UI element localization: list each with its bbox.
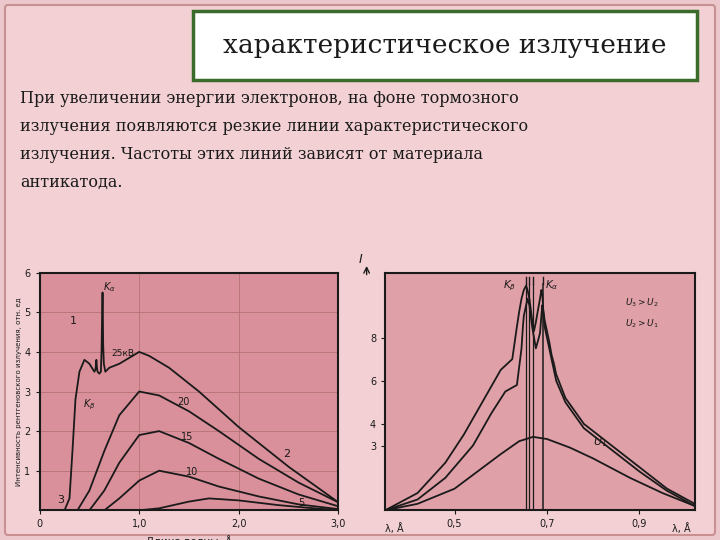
Text: 25кВ: 25кВ: [112, 349, 135, 358]
Text: λ, Å: λ, Å: [385, 523, 404, 534]
Text: характеристическое излучение: характеристическое излучение: [223, 32, 667, 57]
Text: излучения появляются резкие линии характеристического: излучения появляются резкие линии характ…: [20, 118, 528, 135]
FancyBboxPatch shape: [5, 5, 715, 535]
Text: 10: 10: [186, 468, 198, 477]
FancyBboxPatch shape: [193, 11, 697, 80]
Text: $K_\beta$: $K_\beta$: [503, 278, 516, 293]
Text: $K_\beta$: $K_\beta$: [84, 398, 96, 412]
Text: 1: 1: [69, 316, 76, 326]
Text: 2: 2: [284, 449, 291, 459]
Text: При увеличении энергии электронов, на фоне тормозного: При увеличении энергии электронов, на фо…: [20, 90, 518, 107]
Text: $K_\alpha$: $K_\alpha$: [104, 280, 116, 294]
X-axis label: Длина волны, Å: Длина волны, Å: [146, 535, 232, 540]
Text: 15: 15: [181, 432, 194, 442]
Text: I: I: [359, 253, 362, 266]
Y-axis label: Интенсивность рентгеновского излучения, отн. ед: Интенсивность рентгеновского излучения, …: [16, 297, 22, 486]
Text: 5: 5: [299, 497, 305, 508]
Text: 3: 3: [58, 495, 65, 505]
Text: антикатода.: антикатода.: [20, 174, 122, 191]
Text: $K_\alpha$: $K_\alpha$: [544, 278, 558, 292]
Text: λ, Å: λ, Å: [672, 523, 690, 534]
Text: $U_2 > U_1$: $U_2 > U_1$: [626, 318, 660, 330]
Text: $U_3 > U_2$: $U_3 > U_2$: [626, 296, 660, 308]
Text: излучения. Частоты этих линий зависят от материала: излучения. Частоты этих линий зависят от…: [20, 146, 483, 163]
Text: $U_1$: $U_1$: [593, 435, 608, 449]
Text: 20: 20: [177, 397, 189, 407]
